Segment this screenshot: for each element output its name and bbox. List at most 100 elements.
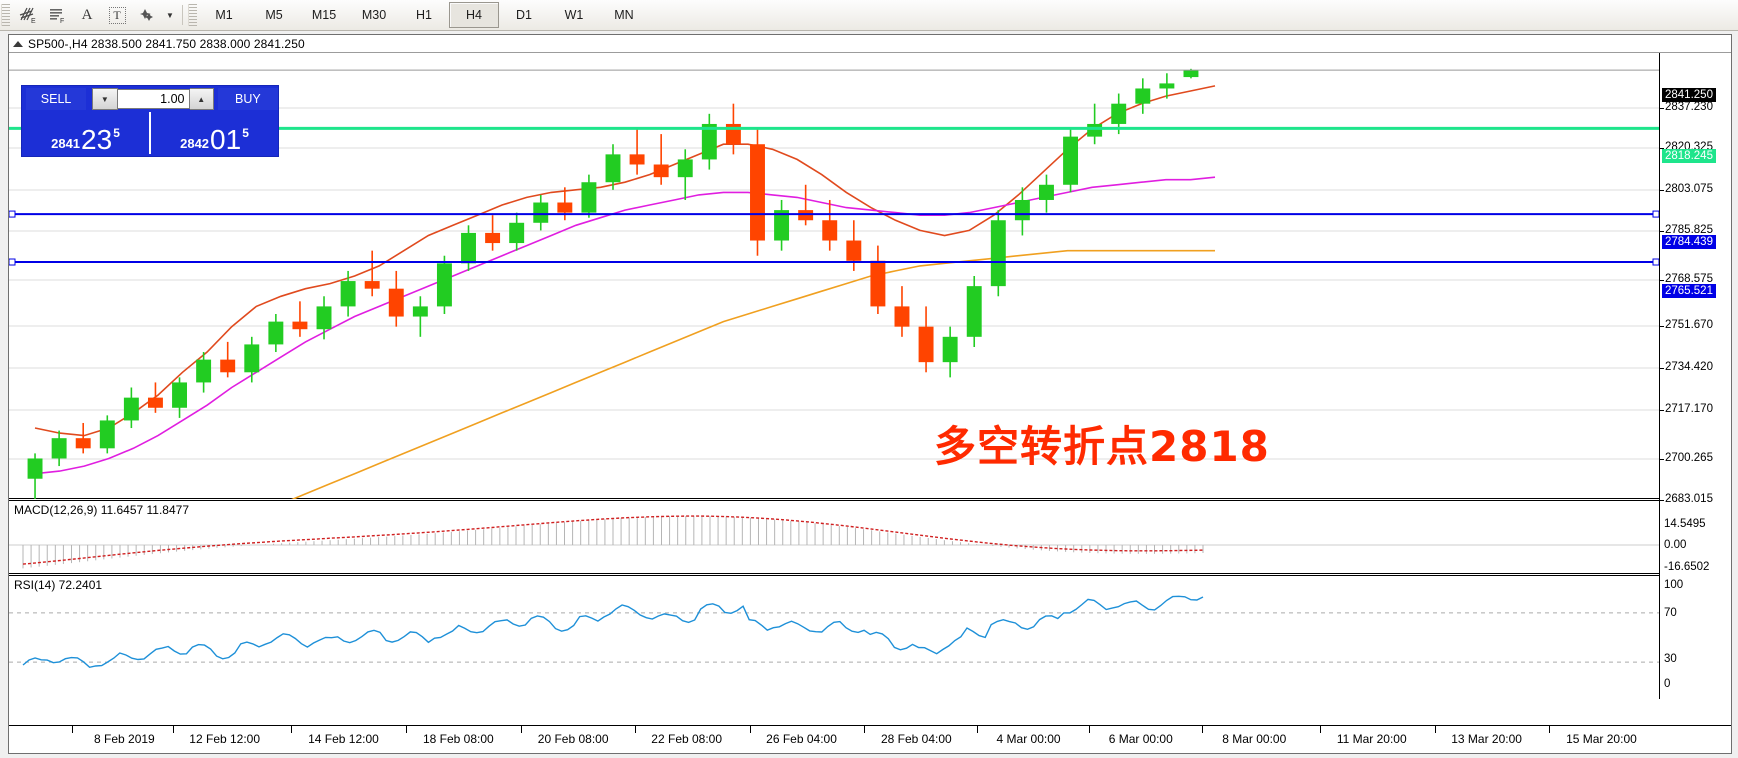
chart-annotation-text: 多空转折点2818 bbox=[934, 422, 1270, 471]
price-label-9: 2751.670 bbox=[1665, 319, 1713, 331]
trade-panel-quotes: 2841 23 5 2842 01 5 bbox=[22, 112, 278, 154]
macd-scale-label-1: 0.00 bbox=[1664, 539, 1687, 551]
time-divider bbox=[749, 726, 751, 733]
price-pane[interactable]: 多空转折点2818 bbox=[8, 53, 1660, 581]
time-label-2: 14 Feb 12:00 bbox=[308, 732, 379, 746]
time-label-11: 11 Mar 20:00 bbox=[1336, 732, 1407, 746]
time-label-6: 26 Feb 04:00 bbox=[766, 732, 837, 746]
time-divider bbox=[291, 726, 293, 733]
sell-button[interactable]: SELL bbox=[26, 88, 87, 110]
chart-window: SP500-,H4 2838.500 2841.750 2838.000 284… bbox=[8, 34, 1732, 754]
price-level-label-3: 2818.245 bbox=[1662, 149, 1716, 163]
time-divider bbox=[1088, 726, 1090, 733]
buy-price-big: 01 bbox=[210, 124, 242, 155]
volume-increase-button[interactable]: ▲ bbox=[189, 88, 214, 110]
timeframe-m30[interactable]: M30 bbox=[361, 8, 387, 22]
time-label-8: 4 Mar 00:00 bbox=[996, 732, 1061, 746]
macd-scale-label-0: 14.5495 bbox=[1664, 518, 1706, 530]
timeframe-h4[interactable]: H4 bbox=[449, 2, 499, 28]
time-divider bbox=[406, 726, 408, 733]
toolbar-grip-2[interactable] bbox=[188, 4, 197, 26]
price-level-label-8: 2765.521 bbox=[1662, 284, 1716, 298]
time-label-9: 6 Mar 00:00 bbox=[1108, 732, 1173, 746]
time-divider bbox=[1434, 726, 1436, 733]
text-tool-icon[interactable]: A bbox=[81, 6, 93, 23]
price-label-13: 2683.015 bbox=[1665, 493, 1713, 505]
price-tick bbox=[1660, 190, 1664, 191]
timeframe-mn[interactable]: MN bbox=[614, 8, 634, 22]
buy-price-quote[interactable]: 2842 01 5 bbox=[151, 112, 278, 154]
rsi-chart-svg bbox=[9, 595, 1659, 669]
time-divider bbox=[976, 726, 978, 733]
svg-text:E: E bbox=[31, 18, 36, 24]
price-tick bbox=[1660, 231, 1664, 232]
chevron-down-icon: ▼ bbox=[100, 94, 109, 104]
label-tool-icon[interactable]: T bbox=[102, 2, 132, 28]
macd-pane[interactable]: MACD(12,26,9) 11.6457 11.8477 bbox=[9, 500, 1659, 574]
time-label-0: 8 Feb 2019 bbox=[94, 732, 155, 746]
price-tick bbox=[1660, 326, 1664, 327]
sell-price-quote[interactable]: 2841 23 5 bbox=[22, 112, 151, 154]
toolbar-separator bbox=[182, 5, 183, 25]
time-divider bbox=[1319, 726, 1321, 733]
timeframe-h1[interactable]: H1 bbox=[416, 8, 432, 22]
price-tick bbox=[1660, 459, 1664, 460]
symbol-info-bar: SP500-,H4 2838.500 2841.750 2838.000 284… bbox=[9, 35, 1731, 53]
time-divider bbox=[172, 726, 174, 733]
volume-input[interactable]: 1.00 bbox=[117, 89, 190, 109]
indicators-glyph: F bbox=[50, 9, 64, 24]
rsi-scale-label-3: 0 bbox=[1664, 678, 1671, 690]
buy-price-prefix: 2842 bbox=[180, 136, 210, 151]
price-label-1: 2837.230 bbox=[1665, 101, 1713, 113]
sell-price-prefix: 2841 bbox=[51, 136, 81, 151]
buy-button[interactable]: BUY bbox=[217, 88, 278, 110]
price-tick bbox=[1660, 280, 1664, 281]
timeframe-w1[interactable]: W1 bbox=[564, 8, 584, 22]
price-label-5: 2785.825 bbox=[1665, 224, 1713, 236]
symbol-ohlc-text: SP500-,H4 2838.500 2841.750 2838.000 284… bbox=[28, 36, 305, 51]
timeframe-d1[interactable]: D1 bbox=[516, 8, 532, 22]
timeframe-m1[interactable]: M1 bbox=[215, 8, 233, 22]
time-axis[interactable]: 8 Feb 2019 12 Feb 12:00 14 Feb 12:00 18 Feb… bbox=[9, 725, 1731, 753]
time-label-12: 13 Mar 20:00 bbox=[1451, 732, 1522, 746]
label-tool-box: T bbox=[108, 6, 126, 24]
time-divider bbox=[1202, 726, 1204, 733]
macd-chart-svg bbox=[9, 515, 1659, 569]
time-label-13: 15 Mar 20:00 bbox=[1566, 732, 1637, 746]
price-label-12: 2700.265 bbox=[1665, 452, 1713, 464]
price-tick bbox=[1660, 108, 1664, 109]
objects-dropdown-caret-icon[interactable]: ▼ bbox=[166, 10, 174, 20]
chevron-up-icon: ▲ bbox=[197, 94, 206, 104]
time-divider bbox=[72, 726, 74, 733]
expert-advisor-glyph: E bbox=[19, 7, 36, 24]
time-label-10: 8 Mar 00:00 bbox=[1222, 732, 1287, 746]
timeframe-m5[interactable]: M5 bbox=[265, 8, 283, 22]
macd-label: MACD(12,26,9) 11.6457 11.8477 bbox=[14, 503, 190, 517]
macd-scale-label-2: -16.6502 bbox=[1664, 561, 1710, 573]
objects-icon[interactable] bbox=[132, 2, 162, 28]
current-price-label: 2841.250 bbox=[1662, 88, 1716, 102]
volume-decrease-button[interactable]: ▼ bbox=[92, 88, 118, 110]
time-label-5: 22 Feb 08:00 bbox=[651, 732, 723, 746]
time-label-1: 12 Feb 12:00 bbox=[189, 732, 261, 746]
time-label-3: 18 Feb 08:00 bbox=[422, 732, 494, 746]
price-label-11: 2717.170 bbox=[1665, 403, 1713, 415]
price-label-7: 2768.575 bbox=[1665, 273, 1713, 285]
rsi-scale-label-1: 70 bbox=[1664, 607, 1677, 619]
price-tick bbox=[1660, 410, 1664, 411]
time-label-7: 28 Feb 04:00 bbox=[880, 732, 952, 746]
collapse-triangle-icon[interactable] bbox=[13, 40, 23, 47]
time-label-4: 20 Feb 08:00 bbox=[537, 732, 609, 746]
sell-price-big: 23 bbox=[81, 124, 113, 155]
price-scale[interactable]: 2841.250 2837.230 2820.325 2818.245 2803.075… bbox=[1659, 53, 1731, 699]
time-divider bbox=[1549, 726, 1551, 733]
price-tick bbox=[1660, 500, 1664, 501]
price-label-10: 2734.420 bbox=[1665, 361, 1713, 373]
rsi-label: RSI(14) 72.2401 bbox=[14, 578, 103, 592]
toolbar-grip-1[interactable] bbox=[1, 4, 10, 26]
one-click-trading-panel: SELL ▼ 1.00 ▲ BUY 2841 23 5 2842 01 bbox=[21, 85, 279, 157]
timeframe-m15[interactable]: M15 bbox=[311, 8, 337, 22]
rsi-pane[interactable]: RSI(14) 72.2401 bbox=[9, 575, 1659, 699]
indicators-icon[interactable]: F bbox=[42, 2, 72, 28]
expert-advisor-icon[interactable]: E bbox=[12, 2, 42, 28]
